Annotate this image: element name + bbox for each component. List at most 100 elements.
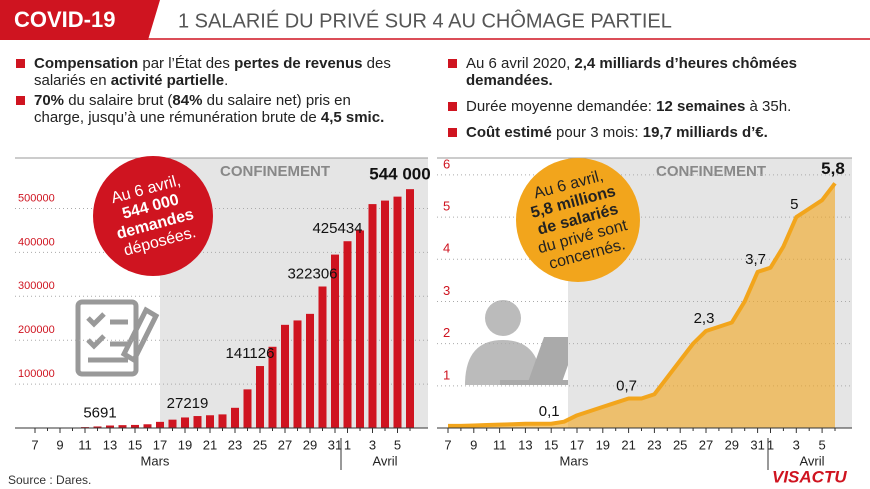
bar — [193, 416, 202, 428]
x-tick-label: 11 — [493, 437, 507, 452]
x-tick-label: 19 — [178, 437, 192, 452]
bar — [93, 426, 102, 428]
bar — [218, 414, 227, 428]
x-tick-label: 31 — [750, 437, 764, 452]
x-tick-label: 27 — [699, 437, 713, 452]
bullet-text: Durée moyenne demandée: — [466, 98, 657, 115]
x-tick-label: 19 — [596, 437, 610, 452]
annotation-circle — [93, 156, 213, 276]
value-label: 322306 — [287, 265, 337, 282]
bullet-text: Compensation — [34, 55, 139, 72]
bar — [331, 254, 339, 428]
value-label: 425434 — [312, 220, 362, 237]
bar — [131, 424, 139, 428]
line — [448, 182, 837, 428]
x-tick-label: 17 — [153, 437, 167, 452]
x-tick-label: 21 — [203, 437, 217, 452]
value-label: 0,7 — [616, 377, 637, 394]
x-tick-label: 11 — [78, 437, 92, 452]
x-tick-label: 31 — [328, 437, 342, 452]
bullet-text: par l’État des — [138, 55, 235, 72]
bullets-left: Compensation par l’État des pertes de re… — [14, 55, 394, 129]
y-tick-label: 400000 — [18, 236, 55, 248]
x-tick-label: 5 — [818, 437, 825, 452]
bullet-text: des salariés en — [34, 55, 391, 89]
bar — [143, 424, 152, 428]
y-tick-label: 100000 — [18, 368, 55, 380]
x-tick-label: 1 — [767, 437, 774, 452]
x-tick-label: 21 — [621, 437, 635, 452]
annotation-circle — [516, 158, 640, 282]
bullet-text: pour 3 mois: — [551, 124, 643, 141]
x-tick-label: 9 — [470, 437, 477, 452]
y-tick-label: 500000 — [18, 192, 55, 204]
bar — [343, 241, 352, 428]
bullet-text: 4,5 smic. — [320, 109, 385, 126]
value-label: 3,7 — [745, 251, 766, 268]
x-tick-label: 17 — [570, 437, 584, 452]
value-label: 5691 — [83, 404, 116, 421]
y-tick-label: 300000 — [18, 280, 55, 292]
logo: VISACTU — [772, 467, 847, 486]
value-label: 5,8 — [821, 159, 845, 178]
bullet-text: 12 semaines — [656, 98, 746, 115]
x-tick-label: 7 — [31, 437, 38, 452]
x-tick-label: 29 — [303, 437, 317, 452]
bullet-text: 2,4 milliards d’heures chômées demandées… — [466, 55, 798, 89]
value-label: 544 000 — [369, 165, 430, 184]
x-tick-label: 3 — [369, 437, 376, 452]
bar — [168, 419, 177, 428]
title: 1 SALARIÉ DU PRIVÉ SUR 4 AU CHÔMAGE PART… — [178, 9, 672, 32]
value-label: 27219 — [167, 395, 209, 412]
x-tick-label: 25 — [253, 437, 267, 452]
bullet: Au 6 avril 2020, 2,4 milliards d’heures … — [446, 55, 856, 89]
y-tick-label: 3 — [443, 283, 450, 298]
x-tick-label: 1 — [344, 437, 351, 452]
month-label: Mars — [560, 453, 589, 468]
bullet: Compensation par l’État des pertes de re… — [14, 55, 394, 89]
tag-box — [0, 0, 160, 40]
value-label: 2,3 — [694, 310, 715, 327]
month-label: Avril — [372, 453, 397, 468]
x-tick-label: 25 — [673, 437, 687, 452]
value-label: 141126 — [226, 345, 275, 362]
icon-clipboard — [75, 299, 160, 377]
bullet-text: 19,7 milliards d’€. — [642, 124, 768, 141]
bullet-text: activité partielle — [110, 72, 225, 89]
bullet-text: pertes de revenus — [234, 55, 363, 72]
bullet-text: 70% — [34, 92, 65, 109]
bar — [318, 286, 327, 428]
bullet-text: 84% — [172, 92, 203, 109]
bar — [156, 421, 164, 428]
y-tick-label: 6 — [443, 156, 450, 171]
tag: COVID-19 — [14, 7, 115, 32]
confinement-label: CONFINEMENT — [220, 163, 330, 180]
value-label: 5 — [790, 196, 798, 213]
bar — [106, 425, 114, 428]
bar — [356, 230, 364, 428]
y-tick-label: 2 — [443, 325, 450, 340]
x-tick-label: 13 — [103, 437, 117, 452]
bar — [181, 417, 189, 428]
bar — [118, 425, 127, 428]
y-tick-label: 200000 — [18, 324, 55, 336]
bar — [231, 407, 239, 428]
x-tick-label: 23 — [647, 437, 661, 452]
bar — [256, 366, 264, 428]
bar — [206, 415, 214, 428]
bullet-text: à 35h. — [745, 98, 792, 115]
x-tick-label: 29 — [725, 437, 739, 452]
bar — [268, 346, 277, 428]
month-label: Mars — [141, 453, 170, 468]
x-tick-label: 3 — [793, 437, 800, 452]
y-tick-label: 1 — [443, 367, 450, 382]
bullet-text: du salaire brut ( — [64, 92, 173, 109]
icon-worker — [465, 300, 582, 385]
bar — [406, 189, 414, 428]
source: Source : Dares. — [8, 473, 91, 487]
x-tick-label: 9 — [56, 437, 63, 452]
bullet-text: Coût estimé — [466, 124, 552, 141]
